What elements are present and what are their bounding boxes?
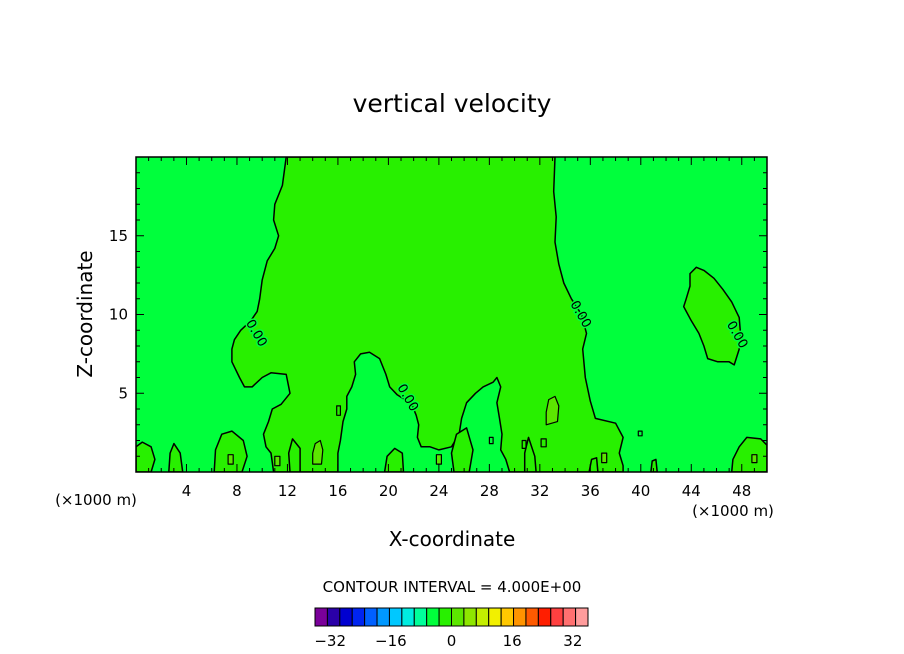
x-unit-label-right: (×1000 m) bbox=[692, 502, 774, 520]
x-tick-label-32: 32 bbox=[530, 482, 549, 500]
colorbar-swatch-8 bbox=[413, 607, 428, 627]
plot-area: 0.000.000.000.004 8 12 16 20 24 28 32 36 40 44 4851… bbox=[109, 156, 768, 500]
y-tick-label-10: 10 bbox=[109, 306, 128, 324]
positive-cell-5 bbox=[287, 438, 301, 472]
positive-cell-0 bbox=[523, 436, 537, 472]
colorbar-swatch-19 bbox=[550, 607, 564, 627]
y-axis-label: Z-coordinate bbox=[73, 250, 97, 377]
colorbar-swatch-9 bbox=[426, 607, 440, 627]
positive-cell-2 bbox=[136, 441, 156, 472]
small-contour-2 bbox=[540, 438, 547, 448]
colorbar-swatch-13 bbox=[475, 607, 490, 627]
small-contour-4 bbox=[521, 439, 527, 449]
positive-cell-6 bbox=[383, 447, 405, 472]
x-tick-label-20: 20 bbox=[379, 482, 398, 500]
positive-patch-right bbox=[682, 266, 742, 366]
positive-cell-3 bbox=[168, 442, 184, 472]
colorbar-swatch-15 bbox=[500, 607, 515, 627]
colorbar: −32 −16 0 16 32 bbox=[314, 607, 589, 650]
strong-cell-2 bbox=[227, 454, 234, 465]
colorbar-swatch-20 bbox=[562, 607, 577, 627]
x-tick-label-36: 36 bbox=[581, 482, 600, 500]
small-contour-1 bbox=[488, 436, 494, 445]
strong-cell-3 bbox=[274, 455, 281, 467]
x-tick-label-44: 44 bbox=[682, 482, 701, 500]
colorbar-label-1: −16 bbox=[375, 632, 407, 650]
x-tick-label-40: 40 bbox=[631, 482, 650, 500]
colorbar-swatch-3 bbox=[351, 607, 366, 627]
positive-cell-9 bbox=[588, 457, 599, 472]
colorbar-swatch-5 bbox=[376, 607, 390, 627]
x-tick-label-4: 4 bbox=[182, 482, 192, 500]
small-contour-0 bbox=[336, 405, 341, 416]
colorbar-swatch-1 bbox=[326, 607, 341, 627]
x-tick-label-12: 12 bbox=[278, 482, 297, 500]
colorbar-swatch-10 bbox=[438, 607, 453, 627]
y-tick-label-15: 15 bbox=[109, 227, 128, 245]
positive-cell-4 bbox=[213, 430, 248, 472]
colorbar-swatch-7 bbox=[401, 607, 415, 627]
x-tick-label-24: 24 bbox=[429, 482, 448, 500]
colorbar-swatch-4 bbox=[364, 607, 378, 627]
chart-title: vertical velocity bbox=[353, 89, 552, 118]
colorbar-swatch-18 bbox=[537, 607, 552, 627]
updraft-region bbox=[231, 157, 624, 472]
colorbar-swatch-21 bbox=[575, 607, 589, 627]
x-axis-label: X-coordinate bbox=[389, 527, 516, 551]
x-tick-label-48: 48 bbox=[732, 482, 751, 500]
colorbar-swatch-12 bbox=[463, 607, 477, 627]
strong-cell-1 bbox=[545, 395, 560, 426]
colorbar-swatch-2 bbox=[339, 607, 353, 627]
x-tick-label-16: 16 bbox=[328, 482, 347, 500]
colorbar-swatch-0 bbox=[314, 607, 328, 627]
strong-cell-5 bbox=[601, 452, 608, 464]
x-tick-label-8: 8 bbox=[232, 482, 242, 500]
colorbar-swatch-11 bbox=[451, 607, 465, 627]
positive-cell-7 bbox=[730, 436, 767, 472]
strong-cell-6 bbox=[751, 454, 758, 464]
strong-cell-0 bbox=[312, 439, 324, 465]
positive-cell-8 bbox=[650, 458, 658, 472]
x-tick-label-28: 28 bbox=[480, 482, 499, 500]
y-tick-label-5: 5 bbox=[118, 384, 128, 402]
colorbar-swatch-6 bbox=[388, 607, 403, 627]
colorbar-label-2: 0 bbox=[447, 632, 457, 650]
contour-interval-label: CONTOUR INTERVAL = 4.000E+00 bbox=[323, 578, 582, 596]
colorbar-label-3: 16 bbox=[503, 632, 522, 650]
small-contour-3 bbox=[637, 430, 643, 437]
colorbar-swatch-14 bbox=[488, 607, 502, 627]
colorbar-swatch-16 bbox=[513, 607, 527, 627]
colorbar-label-0: −32 bbox=[314, 632, 346, 650]
positive-cell-1 bbox=[450, 427, 474, 472]
colorbar-label-4: 32 bbox=[563, 632, 582, 650]
colorbar-swatch-17 bbox=[525, 607, 539, 627]
strong-cell-4 bbox=[435, 454, 442, 465]
x-unit-label-left: (×1000 m) bbox=[55, 491, 137, 509]
